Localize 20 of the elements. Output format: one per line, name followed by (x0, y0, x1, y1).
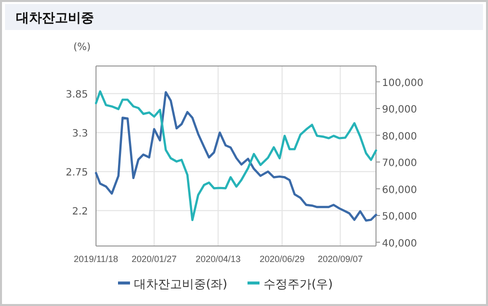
x-tick-label: 2020/01/27 (132, 254, 177, 264)
x-tick-label: 2020/09/07 (318, 254, 363, 264)
y2-tick-label: 60,000 (382, 184, 417, 196)
y-axis-title: (%) (73, 42, 91, 53)
y-tick-label: 2.75 (66, 168, 88, 179)
legend-label: 수정주가(우) (264, 277, 333, 291)
x-tick-label: 2020/04/13 (196, 254, 241, 264)
y-tick-label: 3.85 (66, 90, 88, 101)
chart-title: 대차잔고비중 (16, 11, 94, 26)
y2-tick-label: 80,000 (382, 131, 417, 142)
legend-label: 대차잔고비중(좌) (134, 277, 228, 291)
y2-tick-label: 70,000 (382, 158, 417, 170)
y-tick-label: 2.2 (72, 206, 88, 218)
y2-tick-label: 100,000 (382, 78, 424, 89)
y2-tick-label: 90,000 (382, 104, 417, 116)
y2-tick-label: 40,000 (382, 238, 417, 250)
y-tick-label: 3.3 (72, 128, 88, 140)
y2-tick-label: 50,000 (382, 212, 417, 223)
x-tick-label: 2020/06/29 (260, 254, 305, 264)
x-tick-label: 2019/11/18 (74, 254, 118, 264)
